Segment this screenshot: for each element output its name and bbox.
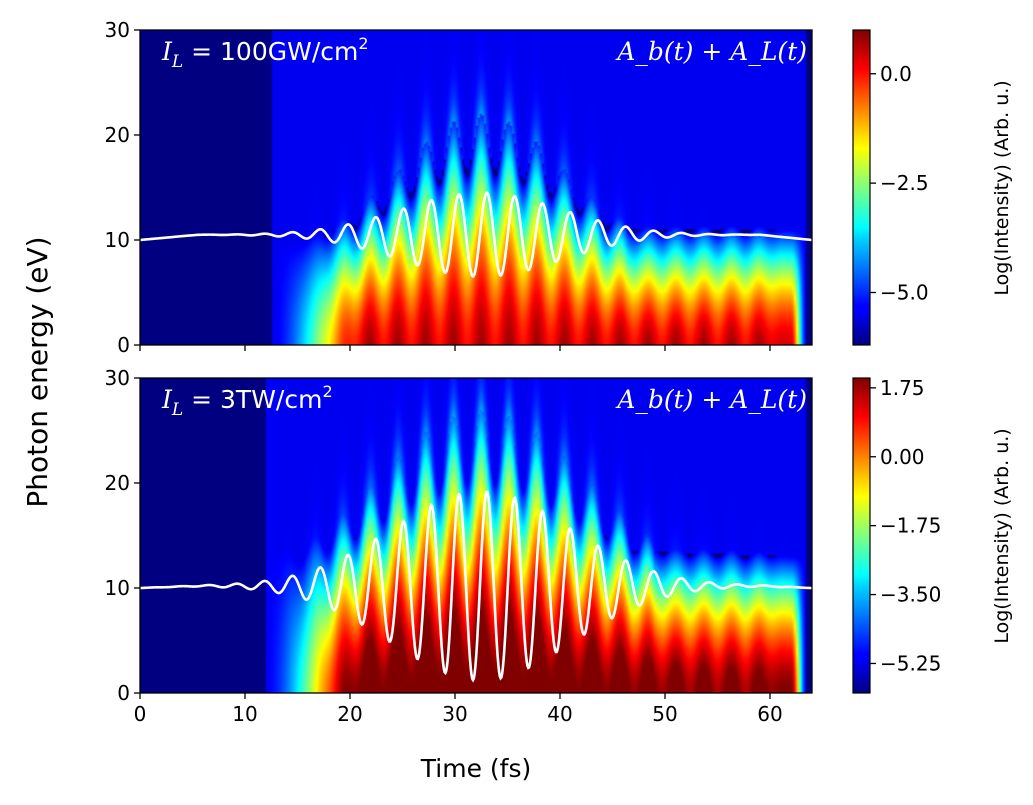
colorbar-tick-label: −5.25 (880, 651, 941, 675)
bottom-colorbar: 1.75 0.00 −1.75 −3.50 −5.25 Log(Intensity) (… (852, 376, 1013, 694)
x-tick-label: 60 (757, 702, 782, 726)
bottom-annotation-intensity: IL = 3TW/cm2 (161, 382, 333, 420)
top-panel: IL = 100GW/cm2 A_b(t) + A_L(t) 0 10 20 30 (105, 18, 813, 357)
bottom-colorbar-label: Log(Intensity) (Arb. u.) (991, 428, 1013, 643)
bottom-colorbar-ticks: 1.75 0.00 −1.75 −3.50 −5.25 (870, 376, 941, 675)
x-tick-label: 40 (547, 702, 572, 726)
x-ticks: 0 10 20 30 40 50 60 (134, 693, 783, 726)
top-spectrogram (140, 30, 812, 345)
bottom-panel: IL = 3TW/cm2 A_b(t) + A_L(t) 0 10 20 30 0 10… (105, 366, 813, 726)
top-colorbar-ticks: 0.0 −2.5 −5.0 (870, 62, 929, 305)
y-axis-label: Photon energy (eV) (21, 236, 54, 507)
y-tick-label: 20 (105, 123, 130, 147)
x-tick-label: 0 (134, 702, 147, 726)
colorbar-tick-label: 0.0 (880, 62, 912, 86)
colorbar-tick-label: −2.5 (880, 171, 929, 195)
bottom-annotation-potential: A_b(t) + A_L(t) (615, 385, 807, 414)
x-tick-label: 10 (232, 702, 257, 726)
y-tick-label: 20 (105, 471, 130, 495)
y-tick-label: 30 (105, 18, 130, 42)
top-colorbar-gradient (852, 29, 871, 346)
y-tick-label: 0 (117, 333, 130, 357)
y-tick-label: 10 (105, 576, 130, 600)
top-plot-frame (139, 29, 813, 346)
colorbar-tick-label: −5.0 (880, 281, 929, 305)
colorbar-tick-label: 0.00 (880, 445, 925, 469)
top-y-ticks: 0 10 20 30 (105, 18, 771, 357)
top-colorbar: 0.0 −2.5 −5.0 Log(Intensity) (Arb. u.) (852, 29, 1013, 346)
x-tick-label: 50 (652, 702, 677, 726)
y-tick-label: 30 (105, 366, 130, 390)
bottom-colorbar-gradient (852, 377, 871, 694)
colorbar-tick-label: −1.75 (880, 514, 941, 538)
top-colorbar-label: Log(Intensity) (Arb. u.) (991, 80, 1013, 295)
bottom-vector-potential-curve (140, 490, 812, 683)
colorbar-tick-label: −3.50 (880, 583, 941, 607)
y-tick-label: 0 (117, 681, 130, 705)
x-axis-label: Time (fs) (420, 754, 531, 783)
bottom-plot-frame (139, 377, 813, 694)
top-annotation-potential: A_b(t) + A_L(t) (615, 37, 807, 66)
colorbar-tick-label: 1.75 (880, 376, 925, 400)
bottom-y-ticks: 0 10 20 30 (105, 366, 140, 705)
top-annotation-intensity: IL = 100GW/cm2 (161, 34, 369, 72)
x-tick-label: 20 (337, 702, 362, 726)
top-vector-potential-curve (140, 191, 812, 279)
y-tick-label: 10 (105, 228, 130, 252)
x-tick-label: 30 (442, 702, 467, 726)
